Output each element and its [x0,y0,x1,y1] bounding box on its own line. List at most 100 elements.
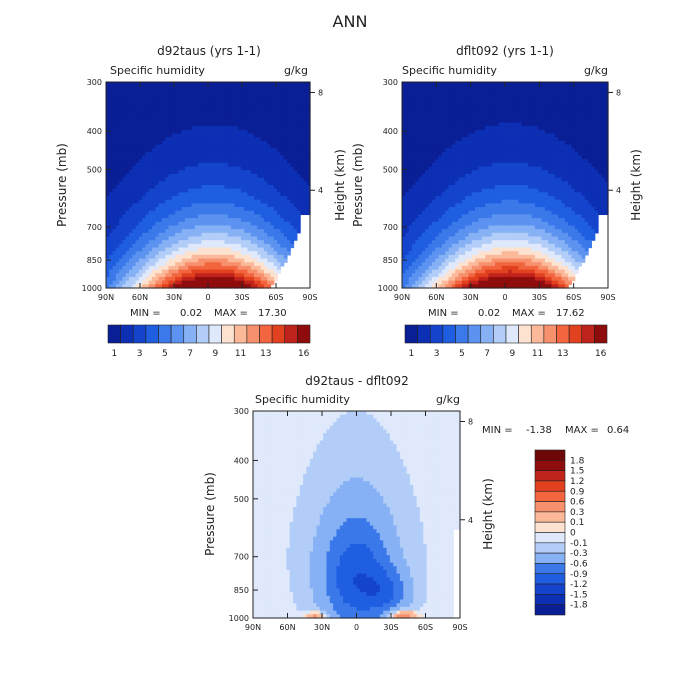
contour-cell [171,177,176,182]
contour-cell [240,177,245,182]
contour-cell [201,151,206,157]
contour-cell [155,118,160,124]
contour-cell [175,173,179,179]
contour-cell [161,129,166,135]
contour-cell [155,126,160,131]
contour-cell [280,137,285,142]
contour-cell [135,122,140,127]
contour-cell [152,155,156,160]
contour-cell [198,166,203,171]
contour-cell [142,144,147,149]
contour-cell [211,207,216,212]
contour-cell [280,82,285,87]
contour-cell [254,104,258,109]
contour-cell [142,199,147,204]
contour-cell [296,214,301,219]
contour-cell [277,166,281,171]
contour-cell [178,199,183,204]
contour-cell [214,111,219,116]
contour-cell [125,96,130,101]
contour-cell [250,126,255,131]
contour-cell [214,162,219,168]
contour-cell [260,107,265,113]
contour-cell [277,265,281,271]
contour-cell [165,100,170,105]
contour-cell [204,170,209,175]
contour-cell [273,214,278,219]
contour-cell [198,185,203,190]
contour-cell [165,185,170,190]
contour-cell [201,129,206,135]
contour-cell [211,185,216,190]
contour-cell [231,177,235,182]
contour-cell [142,137,147,142]
contour-cell [250,185,255,190]
contour-cell [178,140,183,146]
contour-cell [198,96,203,101]
contour-cell [194,218,199,223]
contour-cell [296,107,301,113]
contour-cell [267,192,272,197]
contour-cell [201,140,206,146]
contour-cell [290,207,295,212]
contour-cell [168,177,173,182]
contour-cell [204,100,209,105]
contour-cell [184,85,189,90]
contour-cell [112,144,117,149]
contour-cell [142,107,147,113]
contour-cell [178,210,183,216]
contour-cell [293,107,298,113]
contour-cell [211,148,216,153]
contour-cell [263,199,268,204]
contour-cell [224,89,229,94]
contour-cell [277,185,281,190]
contour-cell [158,111,163,116]
contour-cell [273,159,278,164]
contour-cell [300,188,305,193]
contour-cell [277,133,281,138]
contour-cell [300,207,305,212]
contour-cell [247,115,252,120]
contour-cell [208,166,212,171]
contour-cell [293,89,298,94]
contour-cell [214,188,219,193]
contour-cell [221,181,226,186]
contour-cell [122,89,127,94]
contour-cell [188,115,193,120]
contour-cell [224,210,229,216]
contour-cell [300,181,305,186]
contour-cell [257,218,262,223]
contour-cell [270,82,275,87]
contour-cell [158,170,163,175]
contour-cell [296,188,301,193]
contour-cell [184,140,189,146]
contour-cell [161,126,166,131]
contour-cell [300,111,305,116]
contour-cell [240,115,245,120]
contour-cell [267,118,272,124]
contour-cell [188,181,193,186]
contour-cell [184,177,189,182]
contour-cell [231,185,235,190]
colorbar-swatch [233,324,248,344]
contour-cell [142,173,147,179]
contour-cell [227,181,232,186]
contour-cell [227,173,232,179]
contour-cell [109,214,114,219]
contour-cell [227,196,232,201]
contour-cell [254,93,258,98]
contour-cell [244,162,249,168]
contour-cell [286,115,291,120]
contour-cell [286,210,291,216]
contour-cell [109,126,114,131]
contour-cell [178,104,183,109]
contour-cell [181,122,186,127]
contour-cell [234,115,239,120]
contour-cell [286,196,291,201]
contour-cell [240,93,245,98]
contour-cell [227,214,232,219]
contour-cell [188,107,193,113]
contour-cell [247,170,252,175]
contour-cell [115,111,120,116]
contour-cell [283,188,288,193]
